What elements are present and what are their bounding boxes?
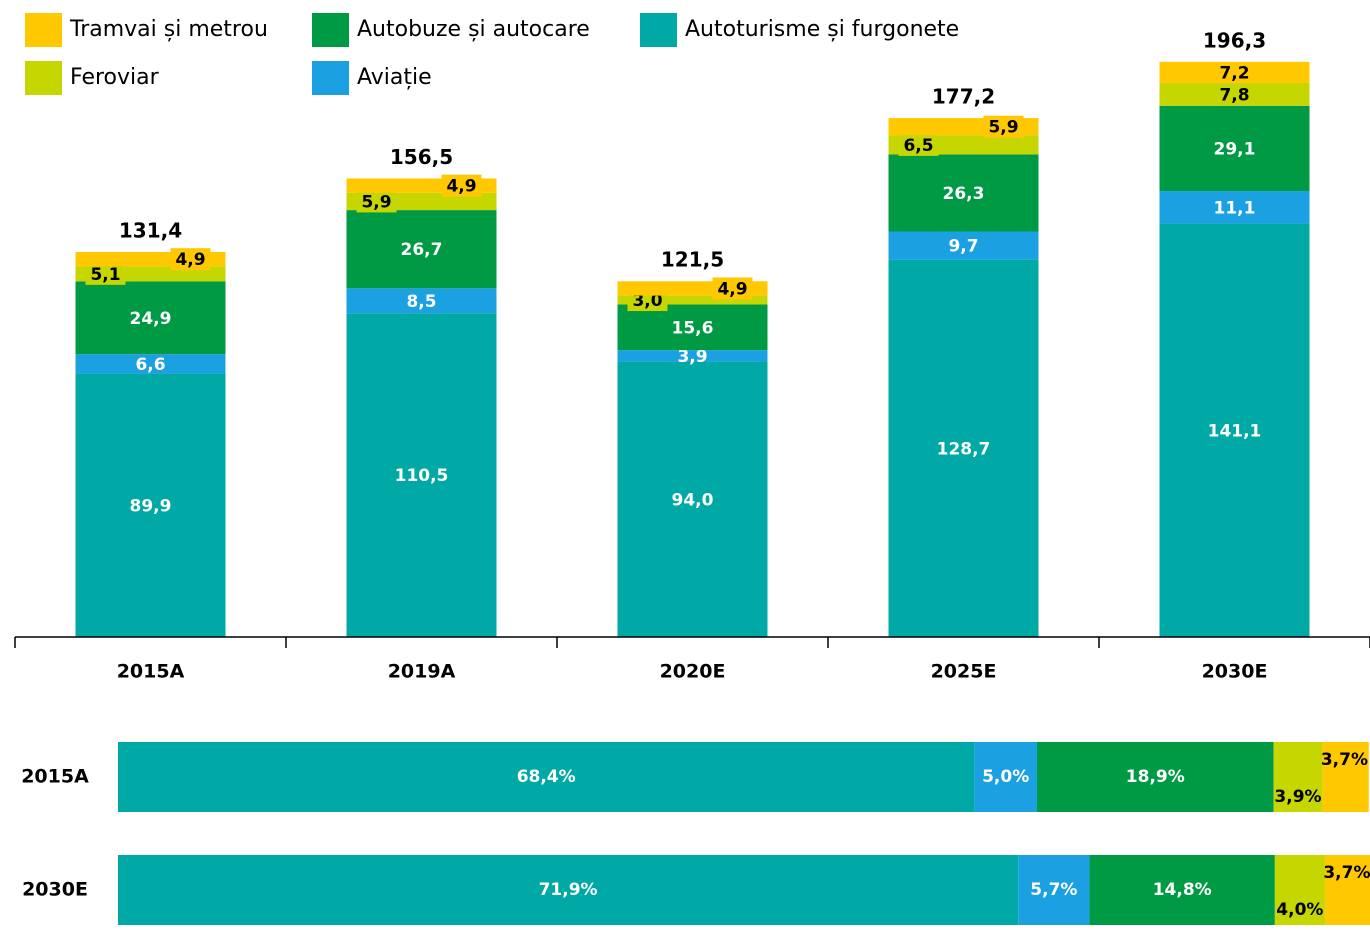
bar-segment xyxy=(1273,742,1323,812)
data-label: 6,5 xyxy=(903,136,933,156)
legend-label: Autoturisme și furgonete xyxy=(685,17,959,42)
total-label: 177,2 xyxy=(932,84,995,108)
data-label: 24,9 xyxy=(130,309,172,329)
data-label: 15,6 xyxy=(672,318,714,338)
bar-segment xyxy=(888,154,1039,232)
total-label: 121,5 xyxy=(661,248,724,272)
label-bg xyxy=(356,190,397,213)
data-label: 3,9 xyxy=(677,347,707,367)
data-label: 11,1 xyxy=(1214,198,1256,218)
y-tick-label: 2030E xyxy=(22,879,88,901)
bar-segment xyxy=(346,313,497,637)
bar-segment xyxy=(346,210,497,289)
bar-segment xyxy=(617,350,768,362)
bar-segment xyxy=(1159,191,1310,224)
legend-label: Tramvai și metrou xyxy=(69,17,268,42)
label-bg xyxy=(983,115,1024,138)
bar-segment xyxy=(1322,742,1369,812)
data-label: 18,9% xyxy=(1126,767,1185,787)
legend-swatch xyxy=(25,61,62,95)
data-label: 94,0 xyxy=(672,490,714,510)
data-label: 3,7% xyxy=(1323,863,1370,883)
bar-segment xyxy=(617,304,768,351)
data-label: 68,4% xyxy=(517,767,576,787)
data-label: 141,1 xyxy=(1208,421,1262,441)
data-label: 89,9 xyxy=(130,496,172,516)
bar-segment xyxy=(1036,742,1274,812)
data-label: 3,0 xyxy=(632,291,662,311)
legend-label: Feroviar xyxy=(70,65,160,90)
legend-label: Autobuze și autocare xyxy=(357,17,590,42)
total-label: 131,4 xyxy=(119,218,182,242)
data-label: 5,9 xyxy=(361,192,391,212)
bar-segment xyxy=(1018,855,1090,925)
data-label: 4,9 xyxy=(175,250,205,270)
bar-segment xyxy=(617,295,768,305)
x-tick-label: 2020E xyxy=(660,661,726,683)
data-label: 7,8 xyxy=(1219,85,1249,105)
bar-segment xyxy=(118,855,1019,925)
bar-segment xyxy=(888,231,1039,260)
data-label: 128,7 xyxy=(937,439,991,459)
data-label: 71,9% xyxy=(539,880,598,900)
legend-swatch xyxy=(312,13,349,47)
bar-segment xyxy=(75,373,226,637)
bar-segment xyxy=(75,281,226,355)
total-label: 196,3 xyxy=(1203,28,1266,52)
label-bg xyxy=(898,133,939,156)
data-label: 6,6 xyxy=(135,355,165,375)
label-bg xyxy=(712,277,753,300)
label-bg xyxy=(441,174,482,197)
bar-segment xyxy=(888,259,1039,637)
data-label: 3,7% xyxy=(1321,750,1368,770)
data-label: 7,2 xyxy=(1219,63,1249,83)
legend-swatch xyxy=(25,13,62,47)
data-label: 5,0% xyxy=(982,767,1029,787)
bar-segment xyxy=(1274,855,1325,925)
x-tick-label: 2025E xyxy=(931,661,997,683)
data-label: 14,8% xyxy=(1153,880,1212,900)
bar-segment xyxy=(1159,105,1310,192)
total-label: 156,5 xyxy=(390,145,453,169)
x-tick-label: 2030E xyxy=(1202,661,1268,683)
data-label: 4,9 xyxy=(446,177,476,197)
bar-segment xyxy=(1159,82,1310,106)
data-label: 3,9% xyxy=(1274,787,1321,807)
x-tick-label: 2019A xyxy=(388,661,456,683)
data-label: 8,5 xyxy=(406,292,436,312)
label-bg xyxy=(85,262,126,285)
bar-segment xyxy=(118,742,975,812)
data-label: 4,9 xyxy=(717,279,747,299)
label-bg xyxy=(170,248,211,271)
legend-swatch xyxy=(312,61,349,95)
data-label: 5,1 xyxy=(90,265,120,285)
x-tick-label: 2015A xyxy=(117,661,185,683)
data-label: 26,3 xyxy=(943,184,985,204)
data-label: 5,9 xyxy=(988,118,1018,138)
legend-swatch xyxy=(640,13,677,47)
data-label: 26,7 xyxy=(401,240,443,260)
data-label: 9,7 xyxy=(948,237,978,257)
data-label: 5,7% xyxy=(1030,880,1077,900)
legend-label: Aviație xyxy=(357,65,432,90)
bar-segment xyxy=(1159,223,1310,637)
data-label: 4,0% xyxy=(1276,900,1323,920)
data-label: 110,5 xyxy=(395,466,449,486)
y-tick-label: 2015A xyxy=(21,766,89,788)
bar-segment xyxy=(1324,855,1370,925)
bar-segment xyxy=(75,354,226,374)
bar-segment xyxy=(974,742,1037,812)
bar-segment xyxy=(1159,61,1310,83)
bar-segment xyxy=(617,361,768,637)
data-label: 29,1 xyxy=(1214,139,1256,159)
bar-segment xyxy=(346,288,497,314)
bar-segment xyxy=(1089,855,1275,925)
